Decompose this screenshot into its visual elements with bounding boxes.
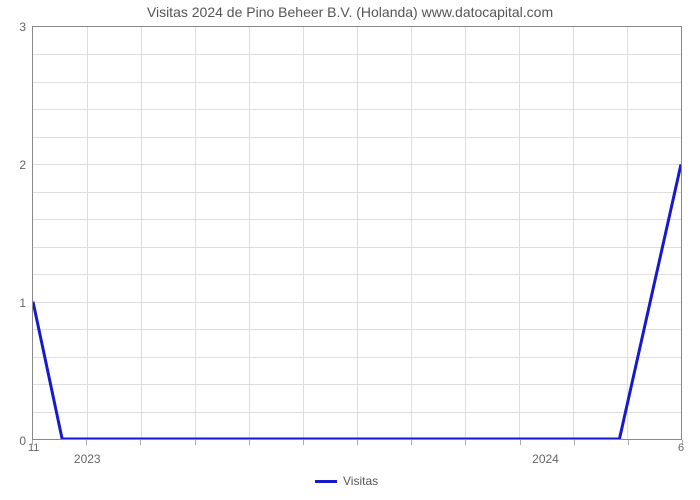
line-series — [33, 27, 681, 439]
x-minor-tick — [574, 440, 575, 445]
x-minor-tick — [195, 440, 196, 445]
plot-area — [32, 26, 682, 440]
x-minor-tick — [520, 440, 521, 445]
y-tick-label: 2 — [19, 158, 26, 172]
y-tick-label: 3 — [19, 20, 26, 34]
x-minor-tick — [249, 440, 250, 445]
x-minor-tick — [465, 440, 466, 445]
x-minor-tick — [303, 440, 304, 445]
legend: Visitas — [315, 474, 378, 488]
x-minor-tick — [140, 440, 141, 445]
x-tick-label: 2023 — [67, 452, 107, 466]
x-minor-tick — [628, 440, 629, 445]
x-minor-tick — [86, 440, 87, 445]
legend-label: Visitas — [343, 474, 378, 488]
chart-title: Visitas 2024 de Pino Beheer B.V. (Holand… — [0, 4, 700, 20]
chart-container: Visitas 2024 de Pino Beheer B.V. (Holand… — [0, 0, 700, 500]
corner-label-bottom-right: 6 — [678, 442, 684, 454]
legend-swatch — [315, 480, 337, 483]
y-tick-label: 1 — [19, 296, 26, 310]
x-minor-tick — [357, 440, 358, 445]
corner-label-bottom-left: 11 — [28, 442, 39, 454]
x-minor-tick — [411, 440, 412, 445]
series-line — [33, 164, 681, 439]
x-tick-label: 2024 — [526, 452, 566, 466]
y-tick-label: 0 — [19, 434, 26, 448]
